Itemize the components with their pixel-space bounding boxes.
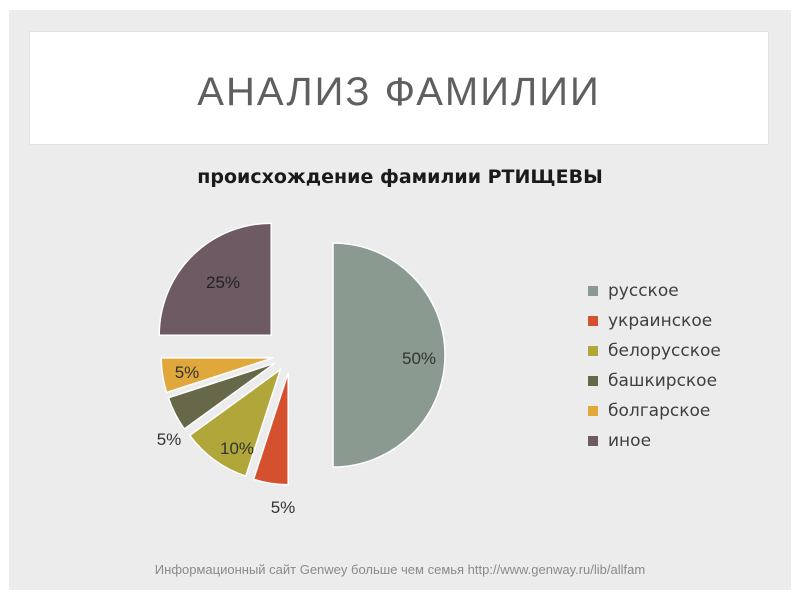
pie-data-label-2: 5% <box>271 498 296 517</box>
pie-data-label-1: 50% <box>402 349 436 368</box>
legend-swatch <box>588 376 598 386</box>
legend-swatch <box>588 316 598 326</box>
pie-slice-4 <box>167 362 276 431</box>
pie-data-label-5: 5% <box>175 363 200 382</box>
pie-slice-3 <box>188 367 282 478</box>
legend-item-3: белорусское <box>588 336 721 366</box>
legend-label: белорусское <box>608 341 721 361</box>
legend-swatch <box>588 436 598 446</box>
pie-data-label-4: 5% <box>157 430 182 449</box>
legend-swatch <box>588 286 598 296</box>
legend-label: украинское <box>608 311 713 331</box>
pie-slice-1 <box>332 242 446 468</box>
pie-slice-2 <box>252 372 289 486</box>
pie-slice-6 <box>158 222 272 336</box>
legend-label: башкирское <box>608 371 718 391</box>
legend-swatch <box>588 406 598 416</box>
legend-item-1: русское <box>588 276 721 306</box>
legend-label: болгарское <box>608 401 711 421</box>
legend-label: иное <box>608 431 652 451</box>
pie-chart: 50% 5% 10% 5% 5% 25% <box>157 222 446 517</box>
legend-swatch <box>588 346 598 356</box>
title-box: АНАЛИЗ ФАМИЛИИ <box>29 31 769 145</box>
pie-data-label-3: 10% <box>220 439 254 458</box>
legend-item-6: иное <box>588 426 721 456</box>
pie-slice-5 <box>160 357 274 394</box>
legend-item-5: болгарское <box>588 396 721 426</box>
legend-item-4: башкирское <box>588 366 721 396</box>
legend-label: русское <box>608 281 679 301</box>
legend-item-2: украинское <box>588 306 721 336</box>
chart-title: происхождение фамилии РТИЩЕВЫ <box>197 166 603 188</box>
chart-legend: русское украинское белорусское башкирское бо… <box>588 276 721 456</box>
slide: АНАЛИЗ ФАМИЛИИ происхождение фамилии РТИ… <box>9 10 791 590</box>
footer-source-text: Информационный сайт Genwey больше чем се… <box>154 562 646 577</box>
pie-data-label-6: 25% <box>206 273 240 292</box>
slide-title: АНАЛИЗ ФАМИЛИИ <box>197 70 601 114</box>
